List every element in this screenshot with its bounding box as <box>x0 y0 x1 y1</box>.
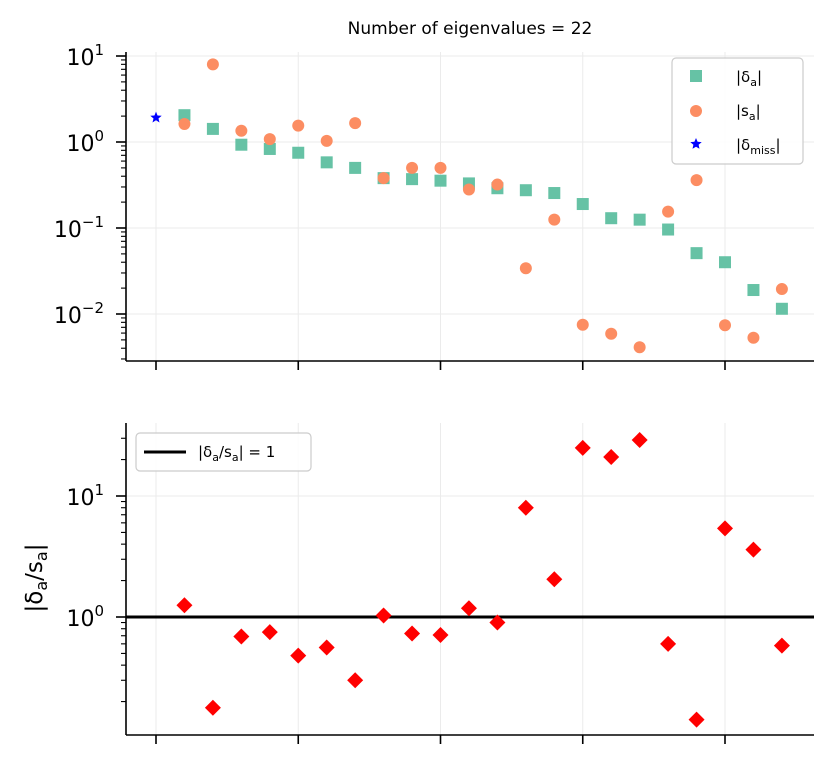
point-ratio-16 <box>603 449 620 466</box>
point-s-17 <box>633 341 646 354</box>
point-delta-22 <box>775 302 788 315</box>
legend-reference-line-label: |δa/sa| = 1 <box>198 443 275 464</box>
legend-delta-miss-marker <box>690 138 702 149</box>
point-delta-4 <box>263 142 276 155</box>
point-delta-7 <box>349 161 362 174</box>
point-s-10 <box>434 161 447 174</box>
point-delta-13 <box>519 184 532 197</box>
point-s-18 <box>662 205 675 218</box>
top-x-ticks <box>155 361 726 370</box>
point-s-22 <box>775 283 788 296</box>
point-ratio-18 <box>660 635 677 652</box>
point-ratio-12 <box>489 614 506 631</box>
point-ratio-19 <box>688 711 705 728</box>
point-delta-2 <box>206 122 219 135</box>
point-ratio-4 <box>261 624 278 641</box>
point-s-2 <box>206 58 219 71</box>
point-delta-5 <box>292 146 305 159</box>
bottom-ytick-label-10e0: 100 <box>66 602 104 632</box>
point-ratio-17 <box>631 432 648 449</box>
point-delta-10 <box>434 174 447 187</box>
point-ratio-1 <box>176 597 193 614</box>
bottom-grid <box>126 423 814 735</box>
point-ratio-21 <box>745 541 762 558</box>
point-ratio-7 <box>347 672 364 689</box>
point-s-5 <box>292 119 305 132</box>
bottom-panel: 101 100 |δa/sa| |δa/sa| = 1 <box>22 423 814 744</box>
point-s-7 <box>349 117 362 130</box>
point-delta-17 <box>633 213 646 226</box>
point-s-14 <box>548 213 561 226</box>
point-delta-16 <box>605 212 618 225</box>
bottom-y-ticks <box>116 437 126 703</box>
point-s-1 <box>178 117 191 130</box>
point-ratio-2 <box>204 699 221 716</box>
point-s-4 <box>263 133 276 146</box>
point-s-6 <box>320 134 333 147</box>
top-y-ticks <box>116 55 126 360</box>
point-ratio-6 <box>318 639 335 656</box>
point-s-13 <box>519 262 532 275</box>
bottom-legend: |δa/sa| = 1 <box>135 432 312 472</box>
bottom-legend-box <box>135 432 312 472</box>
legend-delta-miss-label: |δmiss| <box>736 136 781 157</box>
bottom-data-points <box>176 432 790 728</box>
top-legend: |δa| |sa| |δmiss| <box>671 57 804 165</box>
top-ytick-label-10e-2: 10−2 <box>54 299 104 329</box>
top-legend-box <box>671 57 804 165</box>
point-delta-3 <box>235 138 248 151</box>
point-ratio-9 <box>404 625 421 642</box>
point-delta-miss-0 <box>150 111 162 123</box>
point-delta-20 <box>719 256 731 269</box>
bottom-ytick-label-10e1: 101 <box>66 481 104 511</box>
bottom-x-ticks <box>155 735 726 744</box>
point-delta-21 <box>747 284 760 297</box>
point-s-11 <box>462 183 475 196</box>
top-title: Number of eigenvalues = 22 <box>348 19 593 39</box>
point-delta-9 <box>406 173 419 186</box>
point-ratio-14 <box>546 571 563 588</box>
legend-delta-label: |δa| <box>736 68 762 89</box>
legend-s-marker <box>690 105 702 117</box>
top-ytick-label-10e-1: 10−1 <box>54 213 104 243</box>
top-data-points <box>150 58 788 354</box>
point-delta-6 <box>320 156 333 169</box>
point-delta-19 <box>690 247 703 260</box>
point-ratio-13 <box>517 499 534 516</box>
point-delta-14 <box>548 187 561 200</box>
top-panel: Number of eigenvalues = 22 101 100 10−1 … <box>54 19 814 370</box>
point-ratio-11 <box>460 600 477 617</box>
point-s-8 <box>377 172 390 185</box>
point-s-9 <box>406 161 419 174</box>
top-grid <box>126 52 814 361</box>
point-s-16 <box>605 327 618 340</box>
point-ratio-5 <box>290 647 307 664</box>
point-delta-1 <box>178 109 191 122</box>
point-ratio-22 <box>773 637 790 654</box>
point-ratio-10 <box>432 626 449 643</box>
bottom-y-axis-label: |δa/sa| <box>22 544 51 613</box>
point-ratio-8 <box>375 607 392 624</box>
point-delta-15 <box>576 198 589 211</box>
point-delta-18 <box>662 223 675 236</box>
top-ytick-label-10e0: 100 <box>66 127 104 157</box>
point-s-3 <box>235 124 248 137</box>
point-ratio-20 <box>717 520 733 537</box>
legend-s-label: |sa| <box>736 102 761 123</box>
point-s-15 <box>576 318 589 331</box>
point-s-12 <box>491 178 504 191</box>
point-s-19 <box>690 174 703 187</box>
point-ratio-15 <box>574 439 591 456</box>
point-s-21 <box>747 331 760 344</box>
top-ytick-label-10e1: 101 <box>66 41 104 71</box>
point-s-20 <box>719 319 731 332</box>
legend-delta-marker <box>690 70 702 82</box>
point-ratio-3 <box>233 628 250 645</box>
